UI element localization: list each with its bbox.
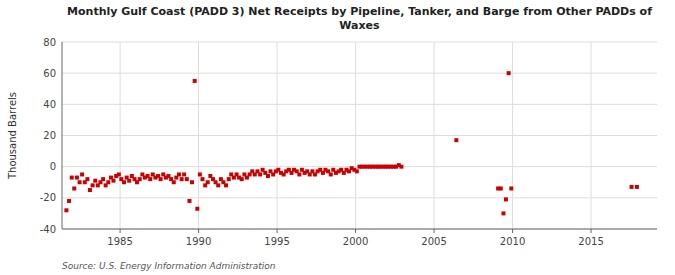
point <box>329 172 333 176</box>
source-annotation: Source: U.S. Energy Information Administ… <box>62 261 276 271</box>
x-grid-line <box>434 42 435 229</box>
point <box>122 180 126 184</box>
x-tick <box>591 229 592 233</box>
chart: Monthly Gulf Coast (PADD 3) Net Receipts… <box>0 0 675 275</box>
point <box>111 179 115 183</box>
x-grid-line <box>591 42 592 229</box>
x-tick <box>512 229 513 233</box>
grid <box>62 42 657 229</box>
point <box>106 180 110 184</box>
point <box>509 186 513 190</box>
y-tick-label: 0 <box>50 161 56 172</box>
point <box>182 172 186 176</box>
x-tick <box>277 229 278 233</box>
y-grid-line <box>62 104 657 105</box>
point <box>195 207 199 211</box>
y-grid-line <box>62 197 657 198</box>
x-grid-line <box>120 42 121 229</box>
point <box>499 186 503 190</box>
x-tick-label: 1990 <box>186 236 211 247</box>
point <box>67 199 71 203</box>
point <box>454 138 458 142</box>
x-tick <box>198 229 199 233</box>
point <box>75 176 79 180</box>
x-grid-line <box>277 42 278 229</box>
y-axis-line <box>62 42 63 229</box>
point <box>187 199 191 203</box>
point <box>224 183 228 187</box>
point <box>198 172 202 176</box>
point <box>85 177 89 181</box>
y-grid-line <box>62 229 657 230</box>
point <box>630 185 634 189</box>
point <box>227 177 231 181</box>
x-tick-label: 1995 <box>264 236 289 247</box>
point <box>148 177 152 181</box>
points <box>64 71 639 215</box>
y-grid-line <box>62 42 657 43</box>
x-grid-line <box>355 42 356 229</box>
point <box>297 172 301 176</box>
x-grid-line <box>512 42 513 229</box>
y-tick-label: -40 <box>40 224 56 235</box>
point <box>80 172 84 176</box>
y-tick-label: 20 <box>43 130 56 141</box>
point <box>138 177 142 181</box>
point <box>70 176 74 180</box>
y-tick-label: -20 <box>40 192 56 203</box>
point <box>193 79 197 83</box>
point <box>64 208 68 212</box>
x-tick-label: 2010 <box>500 236 525 247</box>
title: Monthly Gulf Coast (PADD 3) Net Receipts… <box>67 5 652 32</box>
point <box>88 188 92 192</box>
point <box>190 180 194 184</box>
point <box>127 179 131 183</box>
x-grid-line <box>198 42 199 229</box>
x-tick <box>120 229 121 233</box>
x-tick <box>434 229 435 233</box>
x-tick-label: 2000 <box>343 236 368 247</box>
point <box>117 172 121 176</box>
point <box>206 180 210 184</box>
point <box>501 211 505 215</box>
point <box>201 177 205 181</box>
point <box>78 180 82 184</box>
point <box>101 177 105 181</box>
point <box>180 177 184 181</box>
y-grid-line <box>62 73 657 74</box>
point <box>635 185 639 189</box>
point <box>258 172 262 176</box>
y-axis-label: Thousand Barrels <box>7 92 18 180</box>
point <box>240 177 244 181</box>
point <box>355 169 359 173</box>
point <box>216 183 220 187</box>
point <box>504 197 508 201</box>
point <box>72 186 76 190</box>
point <box>177 172 181 176</box>
y-tick-label: 60 <box>43 68 56 79</box>
point <box>507 71 511 75</box>
point <box>93 179 97 183</box>
point <box>266 174 270 178</box>
x-tick-label: 2005 <box>421 236 446 247</box>
point <box>91 183 95 187</box>
x-tick-label: 1985 <box>107 236 132 247</box>
point <box>159 177 163 181</box>
x-tick <box>355 229 356 233</box>
point <box>399 165 403 169</box>
point <box>172 180 176 184</box>
point <box>185 177 189 181</box>
y-tick-label: 80 <box>43 37 56 48</box>
y-tick-label: 40 <box>43 99 56 110</box>
y-grid-line <box>62 135 657 136</box>
x-tick-label: 2015 <box>578 236 603 247</box>
x-axis-line <box>62 229 657 230</box>
